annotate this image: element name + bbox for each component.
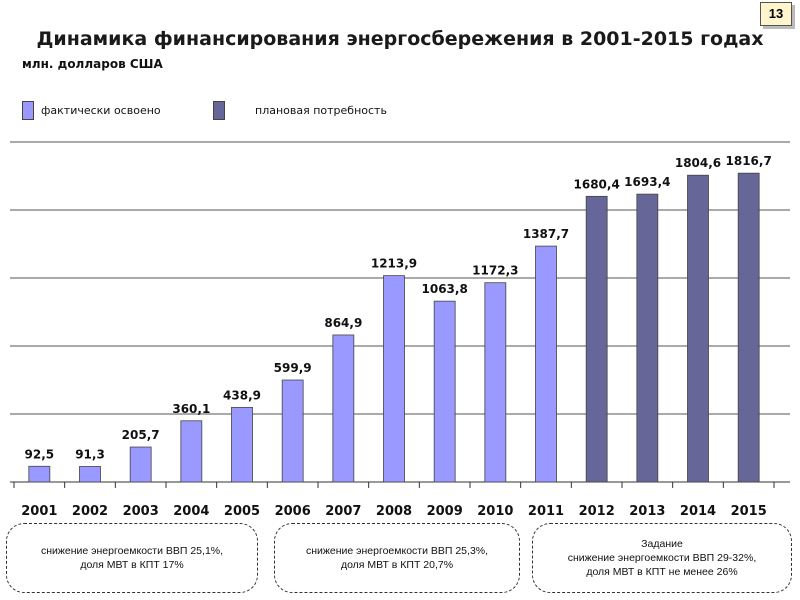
bar-2007 [332, 334, 355, 483]
note-line: снижение энергоемкости ВВП 25,3%, [305, 545, 489, 557]
x-tick-label-2002: 2002 [72, 504, 108, 519]
data-label-2005: 438,9 [223, 388, 261, 402]
bar-2014 [687, 174, 709, 483]
x-tick-label-2015: 2015 [731, 504, 767, 519]
data-label-2009: 1063,8 [422, 282, 468, 296]
data-label-2013: 1693,4 [624, 175, 670, 189]
bar-2002 [79, 466, 101, 483]
bar-2005 [231, 406, 253, 483]
x-tick-label-2009: 2009 [427, 504, 463, 519]
bar-2006 [281, 379, 304, 483]
x-tick-label-2010: 2010 [477, 504, 513, 519]
legend-label-planned: плановая потребность [255, 104, 387, 117]
bar-2009 [433, 300, 456, 483]
data-label-2012: 1680,4 [574, 177, 620, 191]
chart-title: Динамика финансирования энергосбережения… [36, 28, 764, 50]
x-tick-label-2001: 2001 [21, 504, 57, 519]
data-label-2006: 599,9 [274, 361, 312, 375]
bar-2013 [636, 193, 659, 483]
bar-2012 [585, 195, 608, 483]
data-label-2014: 1804,6 [675, 156, 721, 170]
x-tick-label-2012: 2012 [579, 504, 615, 519]
note-line: доля МВТ в КПТ 20,7% [340, 559, 454, 571]
legend-swatch-actual [22, 101, 34, 120]
legend-item-planned: плановая потребность [213, 101, 387, 120]
bar-2010 [484, 282, 507, 483]
note-line: снижение энергоемкости ВВП 25,1%, [40, 545, 224, 557]
x-tick-label-2013: 2013 [629, 504, 665, 519]
note-box-2008-2011: снижение энергоемкости ВВП 25,3%, доля М… [274, 523, 520, 593]
data-label-2010: 1172,3 [472, 264, 518, 278]
bar-2001 [28, 465, 51, 483]
x-tick-label-2007: 2007 [325, 504, 361, 519]
data-label-2011: 1387,7 [523, 227, 569, 241]
note-box-2001-2007: снижение энергоемкости ВВП 25,1%, доля М… [6, 523, 258, 593]
data-label-2001: 92,5 [25, 447, 55, 461]
data-label-2007: 864,9 [324, 316, 362, 330]
data-label-2003: 205,7 [122, 428, 160, 442]
y-axis-unit-label: млн. долларов США [22, 57, 163, 71]
legend-label-actual: фактически освоено [41, 104, 161, 117]
slide-number-badge: 13 [760, 2, 792, 26]
bar-2003 [129, 446, 152, 483]
bar-2011 [535, 245, 557, 483]
x-tick-label-2004: 2004 [173, 504, 209, 519]
note-line: доля МВТ в КПТ 17% [80, 559, 184, 571]
bar-2004 [180, 420, 203, 483]
bar-2008 [383, 275, 405, 483]
x-tick-label-2006: 2006 [275, 504, 311, 519]
legend-swatch-planned [213, 101, 225, 120]
note-box-2012-2015: Задание снижение энергоемкости ВВП 29-32… [532, 523, 792, 593]
legend-item-actual: фактически освоено [22, 101, 161, 120]
note-line: Задание [641, 538, 683, 550]
x-tick-label-2008: 2008 [376, 504, 412, 519]
x-tick-label-2005: 2005 [224, 504, 260, 519]
data-label-2002: 91,3 [75, 447, 105, 461]
data-label-2008: 1213,9 [371, 257, 417, 271]
note-line: снижение энергоемкости ВВП 29-32%, [567, 552, 757, 564]
data-label-2004: 360,1 [172, 402, 210, 416]
note-line: доля МВТ в КПТ не менее 26% [586, 566, 738, 578]
data-label-2015: 1816,7 [726, 154, 772, 168]
x-tick-label-2003: 2003 [123, 504, 159, 519]
x-tick-label-2014: 2014 [680, 504, 716, 519]
x-tick-label-2011: 2011 [528, 504, 564, 519]
bar-2015 [737, 172, 760, 483]
